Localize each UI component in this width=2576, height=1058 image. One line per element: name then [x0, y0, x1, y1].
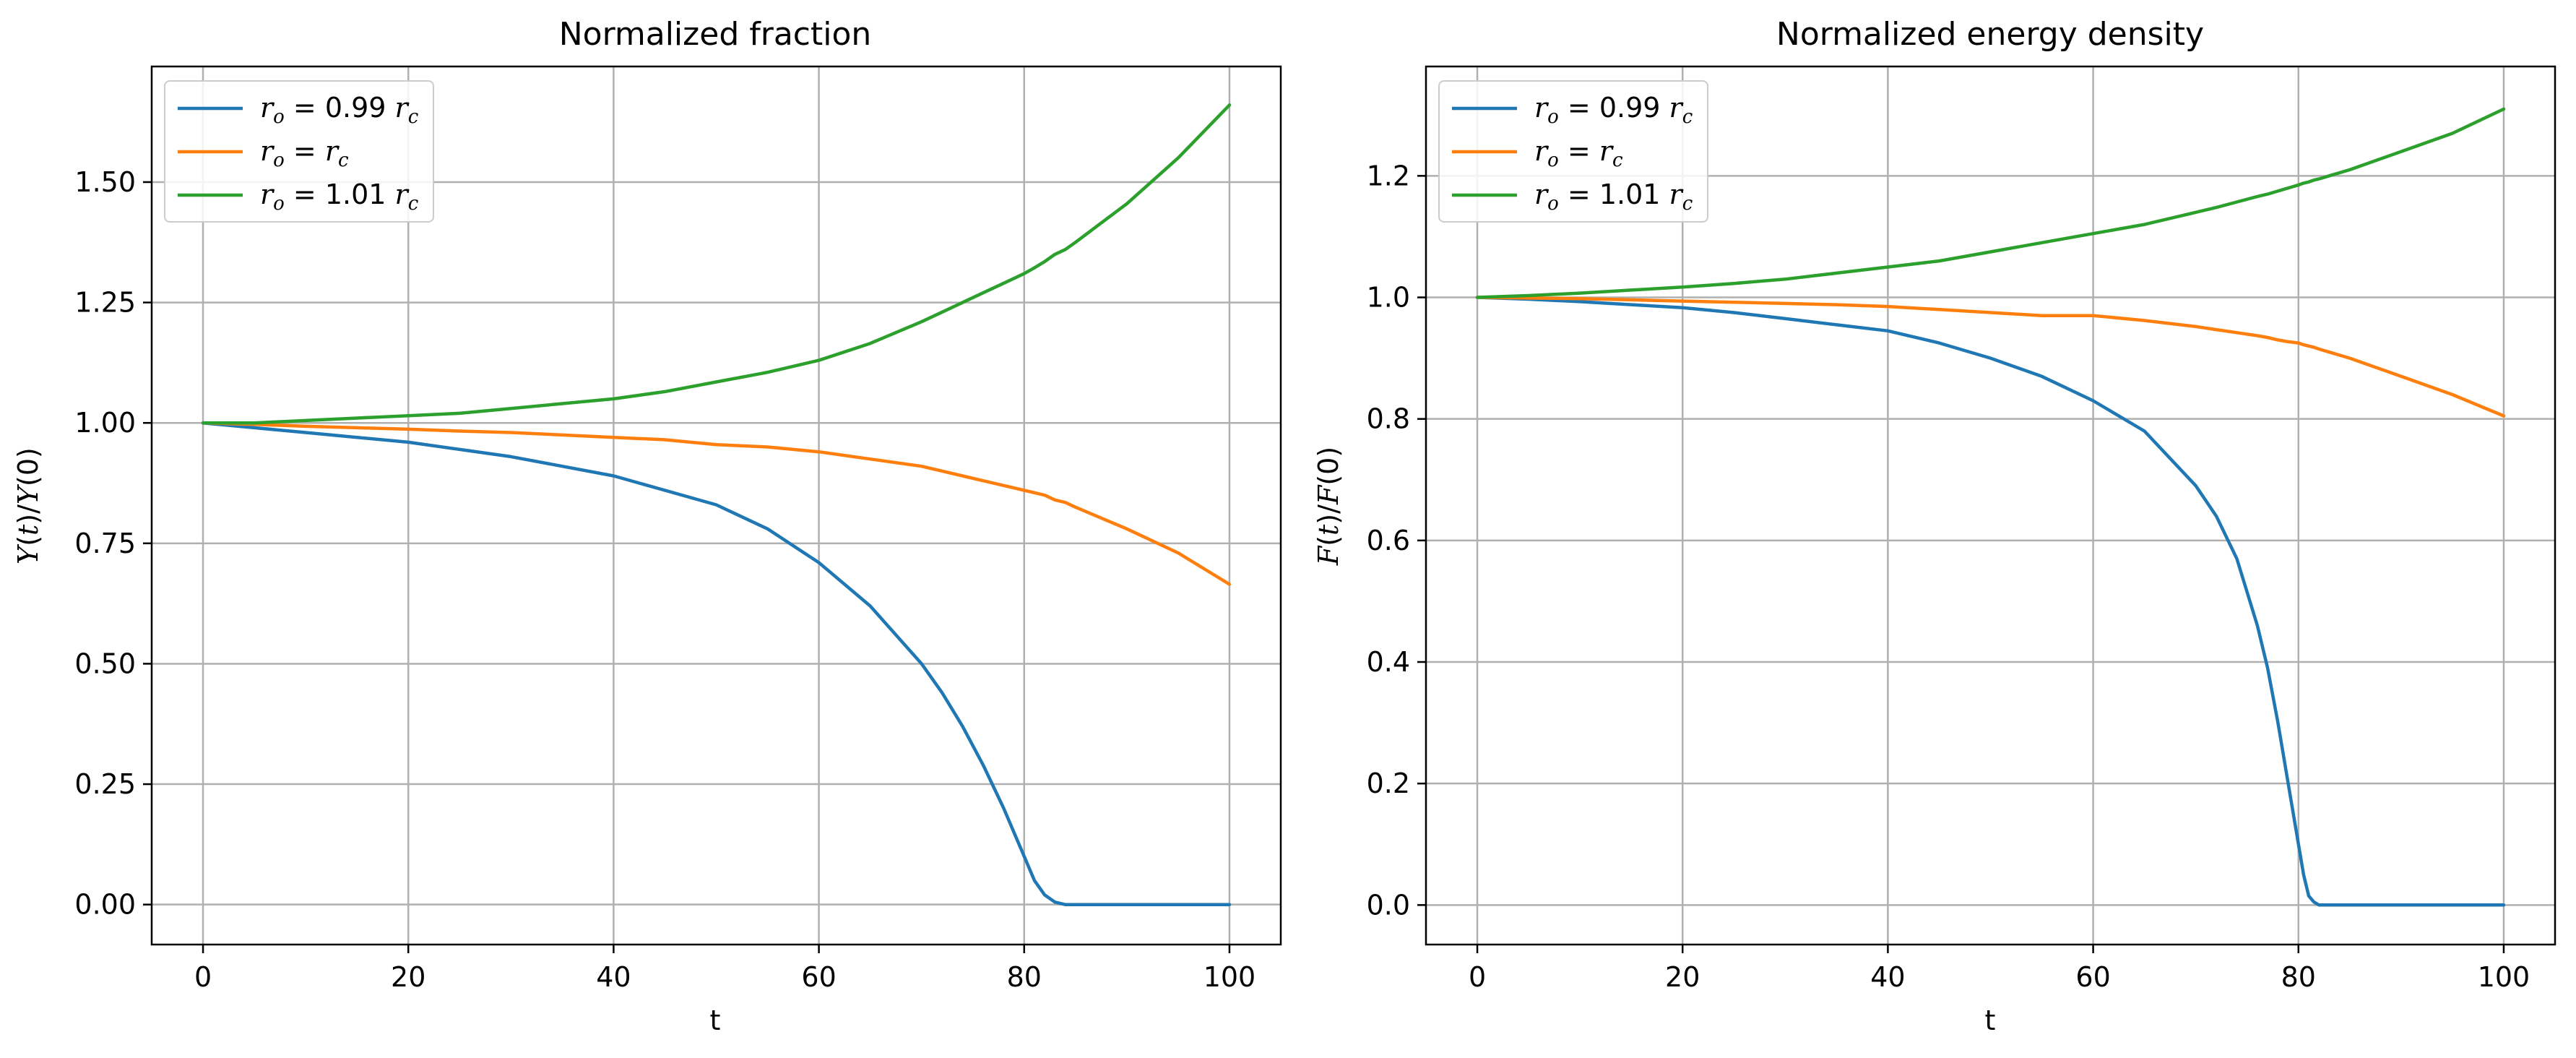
- x-tick-label: 80: [2281, 961, 2316, 993]
- axis-ticks: 0 20 40 60 80 100 0.00 0.25 0.50 0.75 1.00 1.25 1.50: [74, 166, 1255, 993]
- legend-label: ro = 1.01 rc: [260, 179, 419, 215]
- x-axis-label: t: [710, 1005, 721, 1036]
- legend-item-1-01: ro = 1.01 rc: [178, 179, 419, 215]
- x-axis-label: t: [1985, 1005, 1996, 1036]
- x-tick-label: 60: [801, 961, 836, 993]
- x-tick-label: 100: [2478, 961, 2530, 993]
- series-line-0: [1475, 296, 2506, 907]
- y-tick-label: 1.0: [1367, 282, 1410, 314]
- series-line-0: [201, 421, 1232, 906]
- y-tick-label: 0.50: [74, 648, 136, 679]
- series-line-2: [201, 103, 1232, 425]
- legend-item-0-99: ro = 0.99 rc: [178, 92, 419, 128]
- y-tick-label: 0.8: [1367, 403, 1410, 435]
- legend-label: ro = 0.99 rc: [1534, 92, 1693, 128]
- x-tick-label: 20: [391, 961, 425, 993]
- series-line-1: [1475, 296, 2506, 418]
- x-tick-label: 40: [1870, 961, 1905, 993]
- legend-label: ro = 1.01 rc: [1534, 179, 1693, 215]
- y-tick-label: 1.25: [74, 287, 136, 319]
- y-tick-label: 0.25: [74, 768, 136, 800]
- x-tick-label: 60: [2075, 961, 2110, 993]
- x-tick-label: 0: [1469, 961, 1486, 993]
- x-tick-label: 100: [1203, 961, 1256, 993]
- legend-item-equal: ro = rc: [1452, 135, 1623, 171]
- y-tick-label: 0.4: [1367, 646, 1410, 678]
- chart-normalized-energy-density: Normalized energy density 0 20 40 60 80 100 0.…: [1313, 16, 2556, 1036]
- legend: ro = 0.99 rc ro = rc ro = 1.01 rc: [164, 80, 434, 223]
- legend-label: ro = rc: [1534, 135, 1623, 171]
- plot-area-frame: [150, 65, 1282, 946]
- y-tick-label: 0.0: [1367, 889, 1410, 921]
- legend: ro = 0.99 rc ro = rc ro = 1.01 rc: [1438, 80, 1708, 223]
- x-tick-label: 20: [1665, 961, 1700, 993]
- legend-item-equal: ro = rc: [178, 135, 349, 171]
- y-axis-label: F(t)/F(0): [1313, 447, 1344, 566]
- y-tick-label: 1.50: [74, 166, 136, 198]
- y-tick-label: 0.75: [74, 528, 136, 559]
- grid: [152, 66, 1281, 945]
- plot-area-frame: [1425, 65, 2556, 946]
- legend-box: [164, 80, 434, 223]
- y-tick-label: 0.2: [1367, 767, 1410, 799]
- chart-normalized-fraction: Normalized fraction 0 20 40 60 80 100 0.00 0.25…: [12, 16, 1282, 1036]
- chart-title: Normalized energy density: [1776, 16, 2204, 53]
- x-tick-label: 40: [596, 961, 631, 993]
- chart-title: Normalized fraction: [559, 16, 872, 53]
- y-tick-label: 1.00: [74, 407, 136, 439]
- series-line-1: [201, 421, 1232, 586]
- legend-label: ro = 0.99 rc: [260, 92, 419, 128]
- legend-box: [1438, 80, 1708, 223]
- legend-item-1-01: ro = 1.01 rc: [1452, 179, 1693, 215]
- y-tick-label: 1.2: [1367, 160, 1410, 192]
- y-tick-label: 0.6: [1367, 525, 1410, 556]
- legend-label: ro = rc: [260, 135, 349, 171]
- series-lines: [1475, 107, 2506, 907]
- y-tick-label: 0.00: [74, 889, 136, 921]
- axis-ticks: 0 20 40 60 80 100 0.0 0.2 0.4 0.6 0.8 1.0 1.2: [1367, 160, 2530, 993]
- series-lines: [201, 103, 1232, 906]
- series-line-2: [1475, 107, 2506, 299]
- legend-item-0-99: ro = 0.99 rc: [1452, 92, 1693, 128]
- x-tick-label: 0: [194, 961, 212, 993]
- y-axis-label: Y(t)/Y(0): [12, 447, 44, 564]
- x-tick-label: 80: [1007, 961, 1042, 993]
